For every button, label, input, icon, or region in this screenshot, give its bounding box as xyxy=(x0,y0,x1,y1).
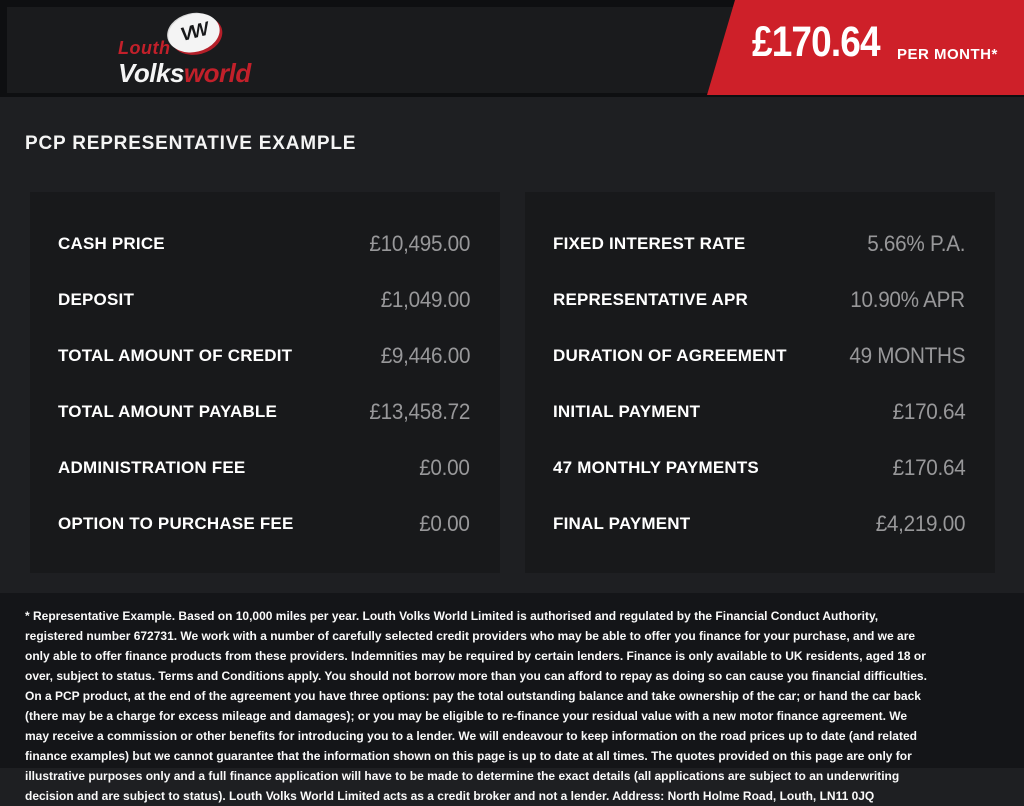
monthly-price-banner: £170.64 PER MONTH* xyxy=(707,0,1024,95)
disclaimer-text: * Representative Example. Based on 10,00… xyxy=(25,609,927,803)
finance-row-value: £0.00 xyxy=(419,511,471,536)
finance-row-total-payable: TOTAL AMOUNT PAYABLE £13,458.72 xyxy=(58,384,470,440)
monthly-price-amount: £170.64 xyxy=(752,18,881,66)
brand-logo-name-white: Volks xyxy=(118,58,184,88)
finance-row-label: REPRESENTATIVE APR xyxy=(553,290,749,309)
finance-panel-right: FIXED INTEREST RATE 5.66% P.A. REPRESENT… xyxy=(525,192,995,573)
finance-row-label: CASH PRICE xyxy=(58,234,165,253)
finance-row-value: 5.66% P.A. xyxy=(867,231,965,256)
finance-row-total-credit: TOTAL AMOUNT OF CREDIT £9,446.00 xyxy=(58,328,470,384)
page-title: PCP REPRESENTATIVE EXAMPLE xyxy=(25,133,357,154)
finance-row-label: ADMINISTRATION FEE xyxy=(58,458,246,477)
finance-row-value: £9,446.00 xyxy=(380,343,471,368)
main-content: PCP REPRESENTATIVE EXAMPLE CASH PRICE £1… xyxy=(0,97,1024,593)
finance-row-label: DURATION OF AGREEMENT xyxy=(553,346,787,365)
header-bar: Louth VW Volksworld £170.64 PER MONTH* xyxy=(0,0,1024,97)
finance-row-value: £0.00 xyxy=(419,455,471,480)
finance-row-label: 47 MONTHLY PAYMENTS xyxy=(553,458,759,477)
finance-row-label: TOTAL AMOUNT PAYABLE xyxy=(58,402,278,421)
finance-row-option-to-purchase-fee: OPTION TO PURCHASE FEE £0.00 xyxy=(58,496,470,552)
disclaimer-section: * Representative Example. Based on 10,00… xyxy=(0,593,1024,803)
finance-row-initial-payment: INITIAL PAYMENT £170.64 xyxy=(553,384,965,440)
finance-row-fixed-interest-rate: FIXED INTEREST RATE 5.66% P.A. xyxy=(553,216,965,272)
brand-logo-top-word: Louth xyxy=(118,38,171,58)
finance-row-label: INITIAL PAYMENT xyxy=(553,402,701,421)
finance-row-value: £170.64 xyxy=(892,455,965,480)
finance-row-value: £4,219.00 xyxy=(875,511,966,536)
finance-row-label: OPTION TO PURCHASE FEE xyxy=(58,514,294,533)
finance-row-cash-price: CASH PRICE £10,495.00 xyxy=(58,216,470,272)
finance-row-value: £13,458.72 xyxy=(369,399,470,424)
brand-logo: Louth VW Volksworld xyxy=(118,8,278,88)
finance-row-value: £170.64 xyxy=(892,399,965,424)
monthly-price-suffix: PER MONTH* xyxy=(897,46,998,63)
finance-row-label: FINAL PAYMENT xyxy=(553,514,691,533)
finance-panel-left: CASH PRICE £10,495.00 DEPOSIT £1,049.00 … xyxy=(30,192,500,573)
brand-logo-name-red: world xyxy=(183,58,251,88)
finance-row-value: £10,495.00 xyxy=(369,231,470,256)
finance-row-label: FIXED INTEREST RATE xyxy=(553,234,746,253)
finance-row-final-payment: FINAL PAYMENT £4,219.00 xyxy=(553,496,965,552)
finance-row-monthly-payments: 47 MONTHLY PAYMENTS £170.64 xyxy=(553,440,965,496)
brand-logo-name: Volksworld xyxy=(118,58,251,89)
finance-row-deposit: DEPOSIT £1,049.00 xyxy=(58,272,470,328)
finance-row-admin-fee: ADMINISTRATION FEE £0.00 xyxy=(58,440,470,496)
finance-row-value: 49 MONTHS xyxy=(849,343,965,368)
vw-badge-letters: VW xyxy=(178,19,210,46)
finance-row-label: DEPOSIT xyxy=(58,290,135,309)
finance-row-value: £1,049.00 xyxy=(380,287,471,312)
finance-row-duration: DURATION OF AGREEMENT 49 MONTHS xyxy=(553,328,965,384)
finance-row-value: 10.90% APR xyxy=(850,287,966,312)
finance-row-representative-apr: REPRESENTATIVE APR 10.90% APR xyxy=(553,272,965,328)
finance-row-label: TOTAL AMOUNT OF CREDIT xyxy=(58,346,293,365)
